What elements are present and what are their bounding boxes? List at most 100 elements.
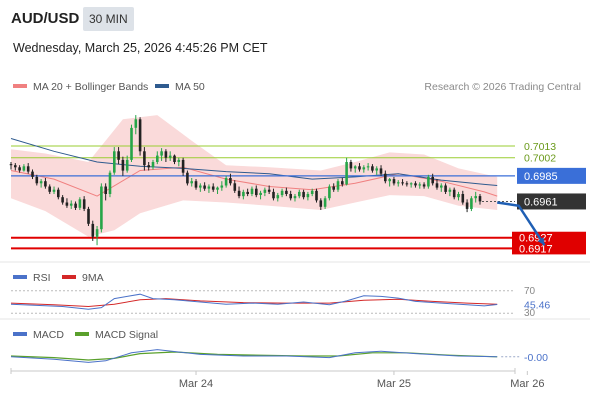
candle-body xyxy=(444,185,447,192)
candle xyxy=(22,164,26,172)
candle-body xyxy=(401,182,404,184)
candle-body xyxy=(461,194,465,203)
rsi-ma-legend-label: 9MA xyxy=(82,272,104,284)
candle xyxy=(26,163,30,174)
candle-body xyxy=(267,189,271,192)
support-label: 0.6927 xyxy=(519,233,553,245)
candle xyxy=(349,159,353,172)
candle xyxy=(457,191,460,201)
candle-body xyxy=(168,155,172,158)
candle xyxy=(448,187,452,197)
candle-body xyxy=(375,168,378,171)
candle-body xyxy=(452,189,456,198)
candle-body xyxy=(323,198,327,207)
candle-body xyxy=(95,229,99,237)
candle-body xyxy=(156,155,159,162)
candle-body xyxy=(465,202,469,209)
candle-body xyxy=(216,187,219,190)
candle xyxy=(276,192,280,202)
candle xyxy=(323,196,327,209)
pivot-label: 0.6985 xyxy=(524,171,558,183)
candle-body xyxy=(362,167,366,170)
candle xyxy=(315,188,318,203)
candle xyxy=(353,165,357,173)
candle-body xyxy=(74,203,77,208)
candle xyxy=(177,157,181,167)
candle-body xyxy=(211,186,215,190)
time-axis-label: Mar 25 xyxy=(377,378,411,390)
candle xyxy=(9,162,13,170)
candle xyxy=(173,154,176,165)
pivot-label-bg xyxy=(517,167,586,184)
candle xyxy=(95,226,99,246)
candle-body xyxy=(125,159,129,171)
ma50-line xyxy=(10,138,498,186)
candle xyxy=(61,195,64,205)
candle-body xyxy=(345,162,348,185)
candle xyxy=(229,173,232,186)
candle xyxy=(272,188,275,201)
candle xyxy=(207,184,211,193)
candle-body xyxy=(255,188,258,196)
candle-body xyxy=(431,176,434,184)
candle xyxy=(465,199,469,213)
candle-body xyxy=(358,166,361,170)
candle-body xyxy=(263,189,267,193)
candle-body xyxy=(224,178,228,186)
candle-body xyxy=(26,166,30,172)
datetime-label: Wednesday, March 25, 2026 4:45:26 PM CET xyxy=(13,41,268,55)
candle-body xyxy=(52,189,56,192)
candle-body xyxy=(379,168,383,174)
macd-panel: -0.00 xyxy=(10,349,548,364)
candle-body xyxy=(100,186,103,230)
candle-body xyxy=(388,179,391,182)
candle xyxy=(362,165,366,173)
candle-body xyxy=(397,182,400,184)
candle-body xyxy=(190,181,193,184)
candle-body xyxy=(173,155,176,162)
candle-body xyxy=(151,162,155,168)
ma20-legend-swatch xyxy=(13,84,27,88)
candle-body xyxy=(65,202,69,206)
candle xyxy=(319,198,323,210)
candle-body xyxy=(104,186,107,194)
time-axis-label: Mar 26 xyxy=(510,378,544,390)
candle-body xyxy=(272,191,275,199)
rsi-value-label: 45.46 xyxy=(524,300,550,312)
candle xyxy=(130,124,133,162)
candle-body xyxy=(87,208,90,224)
candle xyxy=(31,169,34,180)
candle xyxy=(48,184,51,194)
candle xyxy=(78,197,82,210)
candle xyxy=(336,179,340,192)
candle xyxy=(414,181,417,188)
timeframe-badge[interactable]: 30 MIN xyxy=(83,7,134,31)
candle xyxy=(341,178,344,187)
candle-body xyxy=(276,195,280,199)
candle-body xyxy=(310,190,314,194)
candle-body xyxy=(435,183,439,188)
candle-body xyxy=(306,194,310,198)
candle xyxy=(100,183,103,233)
candle xyxy=(431,173,434,186)
candle xyxy=(293,194,297,202)
candle xyxy=(125,155,129,173)
candle-body xyxy=(147,165,150,168)
candle xyxy=(440,183,443,192)
candle-body xyxy=(440,185,443,188)
macd-legend-label: MACD xyxy=(33,329,64,341)
candle-body xyxy=(371,166,374,171)
rsi-ma-line xyxy=(10,298,498,308)
forecast-arrow-head xyxy=(537,237,545,246)
candle-body xyxy=(108,172,112,194)
candle-body xyxy=(427,176,430,187)
candle xyxy=(18,165,21,173)
macd-line xyxy=(10,349,498,363)
candle-body xyxy=(328,186,331,199)
candle-body xyxy=(18,167,21,171)
candle xyxy=(69,200,73,209)
rsi-legend-swatch xyxy=(13,275,27,279)
candle xyxy=(366,163,370,171)
candle-body xyxy=(246,191,249,194)
